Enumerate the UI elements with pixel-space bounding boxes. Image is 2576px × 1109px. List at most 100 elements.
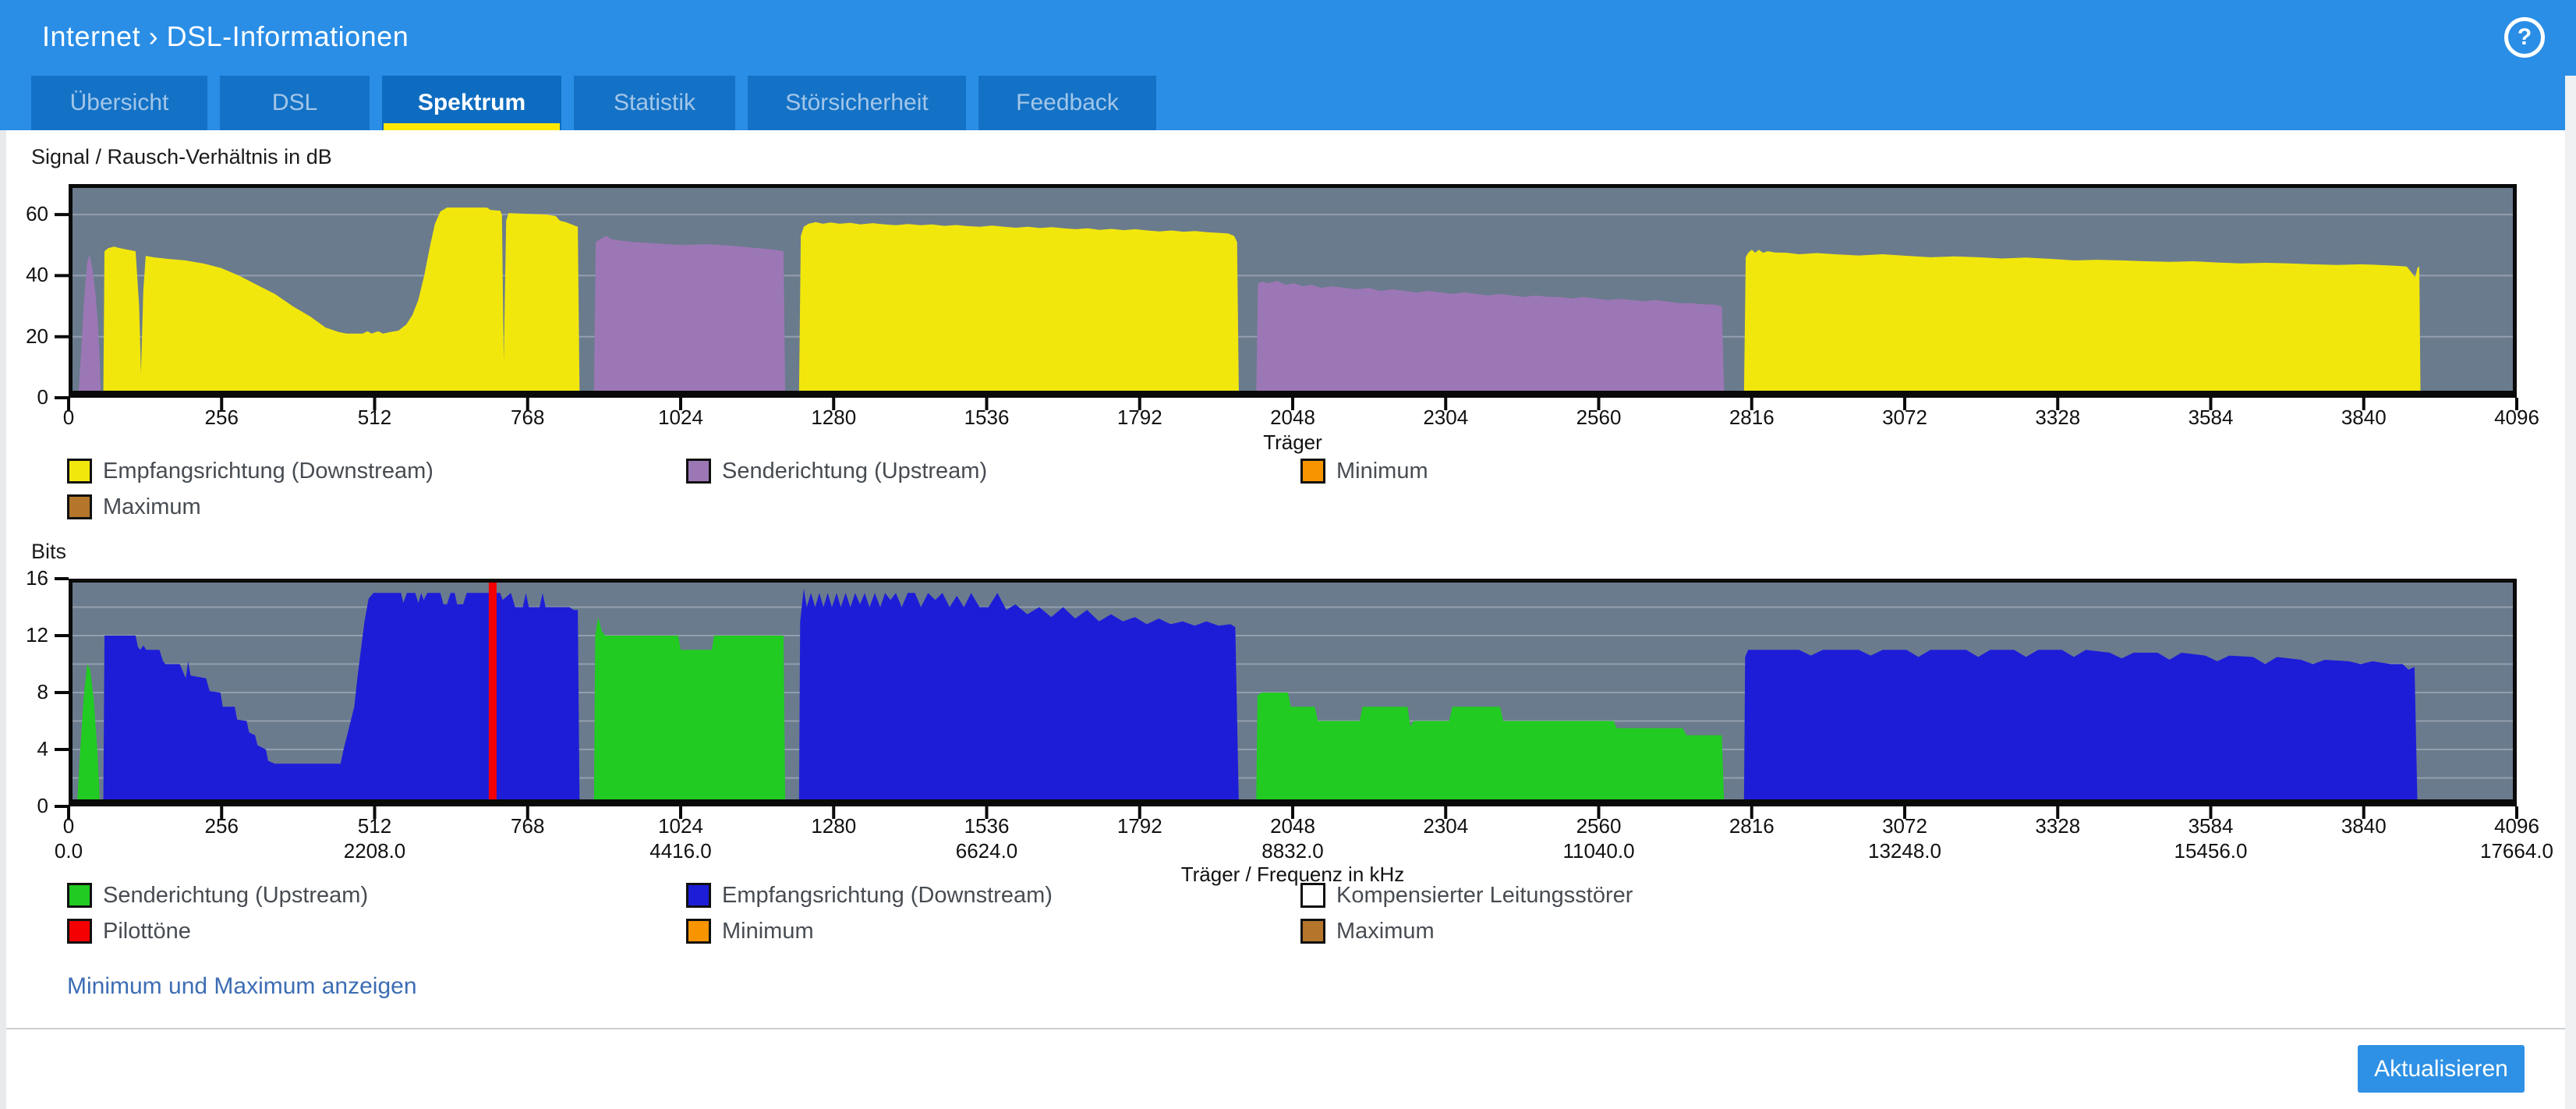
- legend-item-maximum: Maximum: [1300, 917, 2018, 945]
- legend-item-empfangsrichtung-downstream-: Empfangsrichtung (Downstream): [67, 457, 686, 485]
- legend-swatch-empfangsrichtung-downstream-: [67, 459, 92, 484]
- series-empfangsrichtung-downstream-: [103, 593, 580, 806]
- tab-label: Störsicherheit: [785, 90, 929, 115]
- legend-label: Pilottöne: [103, 919, 191, 944]
- x-freq-tick-label: 8832.0: [1261, 839, 1324, 863]
- legend-item-senderichtung-upstream-: Senderichtung (Upstream): [67, 881, 686, 909]
- x-tick-label: 1280: [811, 406, 857, 429]
- legend-label: Kompensierter Leitungsstörer: [1336, 883, 1633, 908]
- y-tick-label: 12: [26, 623, 48, 647]
- tab-dsl[interactable]: DSL: [220, 76, 370, 130]
- tab-label: DSL: [271, 90, 318, 115]
- min-max-toggle-link[interactable]: Minimum und Maximum anzeigen: [67, 973, 417, 999]
- snr-legend: Empfangsrichtung (Downstream) Senderichtu…: [67, 457, 2018, 521]
- tab-label: Übersicht: [69, 90, 169, 115]
- x-tick-label: 0: [62, 406, 75, 429]
- x-tick-label: 4096: [2494, 814, 2539, 838]
- tab-label: Statistik: [613, 90, 696, 115]
- x-tick-label: 1024: [658, 406, 703, 429]
- x-tick-label: 1280: [811, 814, 857, 838]
- x-freq-tick-label: 2208.0: [343, 839, 406, 863]
- legend-swatch-kompensierter-leitungsst-rer: [1300, 883, 1325, 908]
- tab--bersicht[interactable]: Übersicht: [31, 76, 207, 130]
- legend-item-senderichtung-upstream-: Senderichtung (Upstream): [686, 457, 1300, 485]
- tab-st-rsicherheit[interactable]: Störsicherheit: [748, 76, 966, 130]
- x-tick-label: 1792: [1116, 814, 1162, 838]
- x-tick-label: 2304: [1423, 814, 1469, 838]
- x-freq-tick-label: 4416.0: [649, 839, 712, 863]
- legend-swatch-pilott-ne: [67, 919, 92, 944]
- series-empfangsrichtung-downstream-: [798, 221, 1239, 398]
- legend-swatch-maximum: [1300, 919, 1325, 944]
- x-tick-label: 3840: [2341, 406, 2387, 429]
- legend-label: Empfangsrichtung (Downstream): [722, 883, 1053, 908]
- x-tick-label: 256: [204, 406, 239, 429]
- bits-plot-area: [55, 577, 2518, 819]
- refresh-button[interactable]: Aktualisieren: [2358, 1045, 2525, 1093]
- x-freq-tick-label: 15456.0: [2174, 839, 2248, 863]
- tab-feedback[interactable]: Feedback: [978, 76, 1156, 130]
- x-tick-label: 2816: [1729, 406, 1775, 429]
- snr-chart-title: Signal / Rausch-Verhältnis in dB: [31, 145, 332, 168]
- legend-item-maximum: Maximum: [67, 493, 686, 521]
- legend-swatch-senderichtung-upstream-: [67, 883, 92, 908]
- y-tick-label: 4: [37, 737, 48, 760]
- series-senderichtung-upstream-: [78, 254, 101, 398]
- x-tick-label: 1792: [1116, 406, 1162, 429]
- bits-chart-title: Bits: [31, 540, 67, 563]
- x-tick-label: 3584: [2188, 406, 2234, 429]
- tab-spektrum[interactable]: Spektrum: [382, 76, 561, 130]
- x-freq-tick-label: 6624.0: [955, 839, 1018, 863]
- legend-swatch-maximum: [67, 494, 92, 519]
- legend-label: Senderichtung (Upstream): [103, 883, 369, 908]
- x-tick-label: 2048: [1270, 406, 1315, 429]
- scrollbar-track[interactable]: [2565, 76, 2576, 1109]
- legend-swatch-senderichtung-upstream-: [686, 459, 711, 484]
- y-tick-label: 16: [26, 566, 48, 590]
- legend-item-pilott-ne: Pilottöne: [67, 917, 686, 945]
- legend-label: Empfangsrichtung (Downstream): [103, 459, 433, 484]
- x-tick-label: 0: [62, 814, 75, 838]
- legend-item-kompensierter-leitungsst-rer: Kompensierter Leitungsstörer: [1300, 881, 2018, 909]
- active-tab-indicator: [384, 123, 560, 130]
- x-tick-label: 2048: [1270, 814, 1315, 838]
- y-tick-label: 0: [37, 794, 48, 817]
- legend-label: Maximum: [1336, 919, 1435, 944]
- x-tick-label: 3584: [2188, 814, 2234, 838]
- x-tick-label: 3328: [2035, 814, 2081, 838]
- tab-bar-spacer: [0, 76, 31, 130]
- legend-swatch-empfangsrichtung-downstream-: [686, 883, 711, 908]
- x-tick-label: 3072: [1882, 406, 1927, 429]
- x-tick-label: 1536: [964, 814, 1010, 838]
- x-freq-tick-label: 17664.0: [2480, 839, 2553, 863]
- y-tick-label: 60: [26, 202, 48, 226]
- tab-statistik[interactable]: Statistik: [574, 76, 735, 130]
- x-tick-label: 2816: [1729, 814, 1775, 838]
- x-freq-tick-label: 13248.0: [1868, 839, 1941, 863]
- series-senderichtung-upstream-: [593, 236, 786, 398]
- series-empfangsrichtung-downstream-: [1743, 650, 2418, 806]
- help-icon[interactable]: ?: [2504, 17, 2545, 58]
- left-margin-strip: [0, 130, 6, 1109]
- y-tick-label: 8: [37, 680, 48, 703]
- series-senderichtung-upstream-: [593, 617, 786, 806]
- snr-plot-area: [55, 184, 2518, 410]
- x-tick-label: 1536: [964, 406, 1010, 429]
- x-tick-label: 3840: [2341, 814, 2387, 838]
- help-question-mark: ?: [2517, 24, 2532, 50]
- x-tick-label: 2560: [1576, 814, 1622, 838]
- bits-legend: Senderichtung (Upstream) Empfangsrichtung…: [67, 881, 2018, 945]
- snr-x-axis-label: Träger: [1263, 430, 1322, 454]
- x-tick-label: 2560: [1576, 406, 1622, 429]
- x-tick-label: 3328: [2035, 406, 2081, 429]
- x-tick-label: 3072: [1882, 814, 1927, 838]
- legend-item-empfangsrichtung-downstream-: Empfangsrichtung (Downstream): [686, 881, 1300, 909]
- tab-label: Feedback: [1016, 90, 1119, 115]
- x-tick-label: 512: [357, 406, 392, 429]
- legend-item-minimum: Minimum: [686, 917, 1300, 945]
- x-tick-label: 256: [204, 814, 239, 838]
- x-tick-label: 768: [511, 814, 545, 838]
- legend-swatch-minimum: [686, 919, 711, 944]
- series-empfangsrichtung-downstream-: [103, 207, 580, 398]
